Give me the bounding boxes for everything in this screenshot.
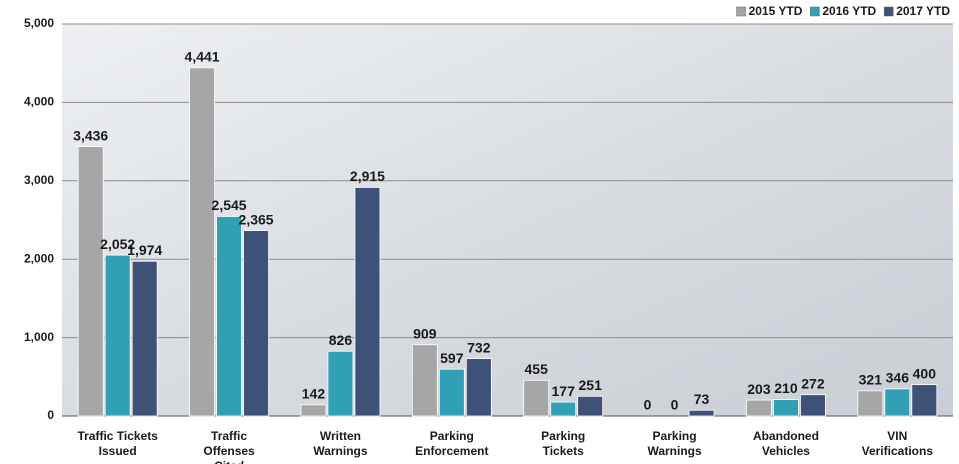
value-label: 210 (774, 380, 798, 396)
bar (524, 380, 549, 416)
legend-swatch (737, 7, 746, 16)
y-tick-label: 3,000 (24, 173, 54, 187)
legend-swatch (810, 7, 819, 16)
value-label: 346 (886, 370, 910, 386)
bar (105, 255, 130, 416)
y-tick-label: 2,000 (24, 251, 54, 265)
value-label: 1,974 (127, 242, 162, 258)
bar (328, 351, 353, 416)
value-label: 321 (859, 372, 883, 388)
value-label: 0 (671, 397, 679, 413)
bar (746, 400, 771, 416)
bar (466, 359, 491, 416)
bar (800, 395, 825, 416)
bar (190, 68, 215, 416)
bar (689, 410, 714, 416)
value-label: 203 (747, 381, 771, 397)
bar (301, 405, 326, 416)
y-tick-label: 0 (47, 408, 54, 422)
bar (439, 369, 464, 416)
value-label: 251 (579, 377, 603, 393)
chart-svg: 01,0002,0003,0004,0005,0003,4362,0521,97… (0, 0, 959, 464)
value-label: 2,915 (350, 168, 385, 184)
x-tick-label: VIN Verifications (842, 429, 953, 459)
bar (912, 385, 937, 416)
legend-label: 2016 YTD (822, 4, 876, 18)
x-tick-label: Parking Tickets (508, 429, 619, 459)
value-label: 142 (302, 386, 326, 402)
bar (132, 261, 157, 416)
value-label: 0 (644, 397, 652, 413)
bar (355, 187, 380, 416)
bar (78, 147, 103, 416)
x-tick-label: Traffic Tickets Issued (62, 429, 173, 459)
legend-label: 2017 YTD (896, 4, 950, 18)
y-tick-label: 4,000 (24, 95, 54, 109)
value-label: 73 (694, 391, 710, 407)
bar (773, 400, 798, 416)
x-tick-label: Abandoned Vehicles (730, 429, 841, 459)
chart: 01,0002,0003,0004,0005,0003,4362,0521,97… (0, 0, 959, 464)
bar (244, 231, 269, 416)
x-tick-label: Traffic Offenses Cited (173, 429, 284, 464)
value-label: 3,436 (73, 127, 108, 143)
bar (885, 389, 910, 416)
bar (217, 216, 242, 416)
value-label: 400 (913, 365, 937, 381)
value-label: 826 (329, 332, 353, 348)
value-label: 909 (413, 325, 437, 341)
x-tick-label: Parking Enforcement (396, 429, 507, 459)
value-label: 177 (552, 383, 576, 399)
value-label: 732 (467, 339, 491, 355)
value-label: 455 (525, 361, 549, 377)
value-label: 597 (440, 350, 464, 366)
legend-swatch (884, 7, 893, 16)
bar (551, 402, 576, 416)
value-label: 2,365 (239, 211, 274, 227)
bar (858, 391, 883, 416)
y-tick-label: 5,000 (24, 16, 54, 30)
x-tick-label: Written Warnings (285, 429, 396, 459)
y-tick-label: 1,000 (24, 330, 54, 344)
bar (412, 345, 437, 416)
legend-label: 2015 YTD (749, 4, 803, 18)
bar (578, 396, 603, 416)
value-label: 272 (801, 375, 825, 391)
value-label: 4,441 (185, 49, 220, 65)
x-tick-label: Parking Warnings (619, 429, 730, 459)
